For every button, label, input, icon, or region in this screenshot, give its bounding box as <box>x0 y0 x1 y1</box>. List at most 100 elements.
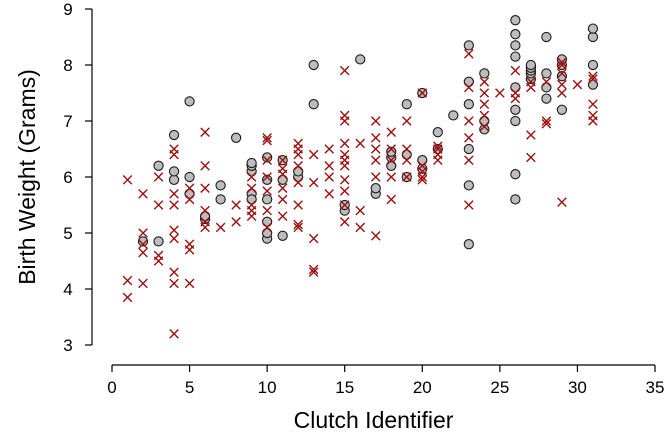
data-point-cross <box>324 144 334 154</box>
data-point-cross <box>153 200 164 210</box>
data-point-cross <box>370 155 381 165</box>
data-point-cross <box>370 133 381 143</box>
data-point-cross <box>215 222 226 233</box>
data-point-circle <box>587 79 599 90</box>
data-point-cross <box>262 222 272 233</box>
x-axis: 0 5 10 15 20 25 30 35 <box>107 364 665 397</box>
data-point-circle <box>153 236 164 247</box>
data-point-cross <box>479 110 490 121</box>
data-point-cross <box>293 177 303 188</box>
data-point-circle <box>432 127 443 138</box>
data-point-cross <box>184 278 195 289</box>
data-point-cross <box>308 177 319 188</box>
data-point-cross <box>557 60 567 70</box>
data-point-cross <box>262 205 272 216</box>
data-point-cross <box>262 155 272 165</box>
data-point-circle <box>215 194 226 205</box>
data-point-cross <box>339 110 350 121</box>
data-point-cross <box>464 116 474 126</box>
data-point-cross <box>386 144 397 154</box>
data-point-cross <box>200 183 210 193</box>
x-tick-label: 30 <box>568 378 587 397</box>
data-point-circle <box>199 211 211 222</box>
data-point-cross <box>324 172 334 182</box>
data-point-circle <box>137 236 149 247</box>
data-point-circle <box>479 68 490 79</box>
data-point-cross <box>262 135 272 146</box>
data-point-circle <box>230 132 242 143</box>
data-point-cross <box>464 82 474 93</box>
data-points <box>122 15 599 339</box>
data-point-cross <box>401 116 412 126</box>
data-point-cross <box>588 99 598 109</box>
data-point-cross <box>324 161 334 171</box>
x-tick-label: 25 <box>490 378 509 397</box>
x-tick-label: 10 <box>258 378 277 397</box>
data-point-cross <box>526 130 536 140</box>
data-point-cross <box>169 233 179 244</box>
data-point-cross <box>510 65 521 76</box>
data-point-cross <box>138 189 148 199</box>
data-point-circle <box>587 59 599 71</box>
data-point-cross <box>308 233 319 244</box>
data-point-cross <box>464 49 474 59</box>
data-point-circle <box>277 174 288 185</box>
data-point-cross <box>464 133 474 143</box>
data-point-circle <box>261 174 273 185</box>
data-point-cross <box>169 267 179 277</box>
data-point-circle <box>556 71 568 82</box>
data-point-cross <box>169 189 179 199</box>
data-point-cross <box>479 121 490 132</box>
data-point-cross <box>339 65 350 76</box>
data-point-cross <box>308 264 319 275</box>
data-point-cross <box>169 329 179 339</box>
data-point-cross <box>339 200 350 210</box>
data-point-circle <box>184 188 195 199</box>
data-point-circle <box>463 99 474 110</box>
data-point-cross <box>401 155 412 165</box>
data-point-cross <box>277 183 288 193</box>
data-point-cross <box>355 138 366 149</box>
data-point-circle <box>556 54 568 65</box>
data-point-cross <box>464 200 474 210</box>
data-point-cross <box>324 189 334 199</box>
data-point-cross <box>541 77 552 87</box>
data-point-cross <box>277 194 288 205</box>
data-point-circle <box>184 171 195 183</box>
data-point-cross <box>184 239 195 249</box>
y-tick-label: 6 <box>63 168 72 187</box>
x-tick-label: 35 <box>646 378 665 397</box>
data-point-cross <box>557 68 567 79</box>
data-point-cross <box>339 138 350 149</box>
data-point-cross <box>169 200 179 210</box>
y-tick-label: 3 <box>63 336 72 355</box>
data-point-circle <box>168 129 180 141</box>
data-point-cross <box>246 172 257 182</box>
y-axis: 3 4 5 6 7 8 9 <box>63 0 93 355</box>
data-point-cross <box>262 133 272 143</box>
data-point-cross <box>464 155 474 165</box>
data-point-cross <box>262 186 272 196</box>
data-point-cross <box>293 161 303 171</box>
data-point-circle <box>417 155 428 166</box>
data-point-circle <box>463 143 474 155</box>
data-point-cross <box>386 194 397 205</box>
data-point-cross <box>479 99 490 109</box>
data-point-circle <box>510 82 521 93</box>
data-point-circle <box>168 174 180 185</box>
data-point-cross <box>401 144 412 154</box>
data-point-cross <box>401 172 412 182</box>
data-point-cross <box>293 222 303 233</box>
data-point-circle <box>370 183 381 194</box>
x-axis-title: Clutch Identifier <box>294 407 454 433</box>
data-point-cross <box>557 88 567 98</box>
data-point-circle <box>355 54 366 65</box>
data-point-cross <box>293 200 303 210</box>
data-point-cross <box>572 79 583 90</box>
data-point-cross <box>262 172 272 182</box>
x-tick-label: 15 <box>335 378 354 397</box>
data-point-circle <box>261 227 273 239</box>
data-point-cross <box>355 205 366 216</box>
data-point-cross <box>138 228 148 238</box>
data-point-cross <box>355 222 366 233</box>
